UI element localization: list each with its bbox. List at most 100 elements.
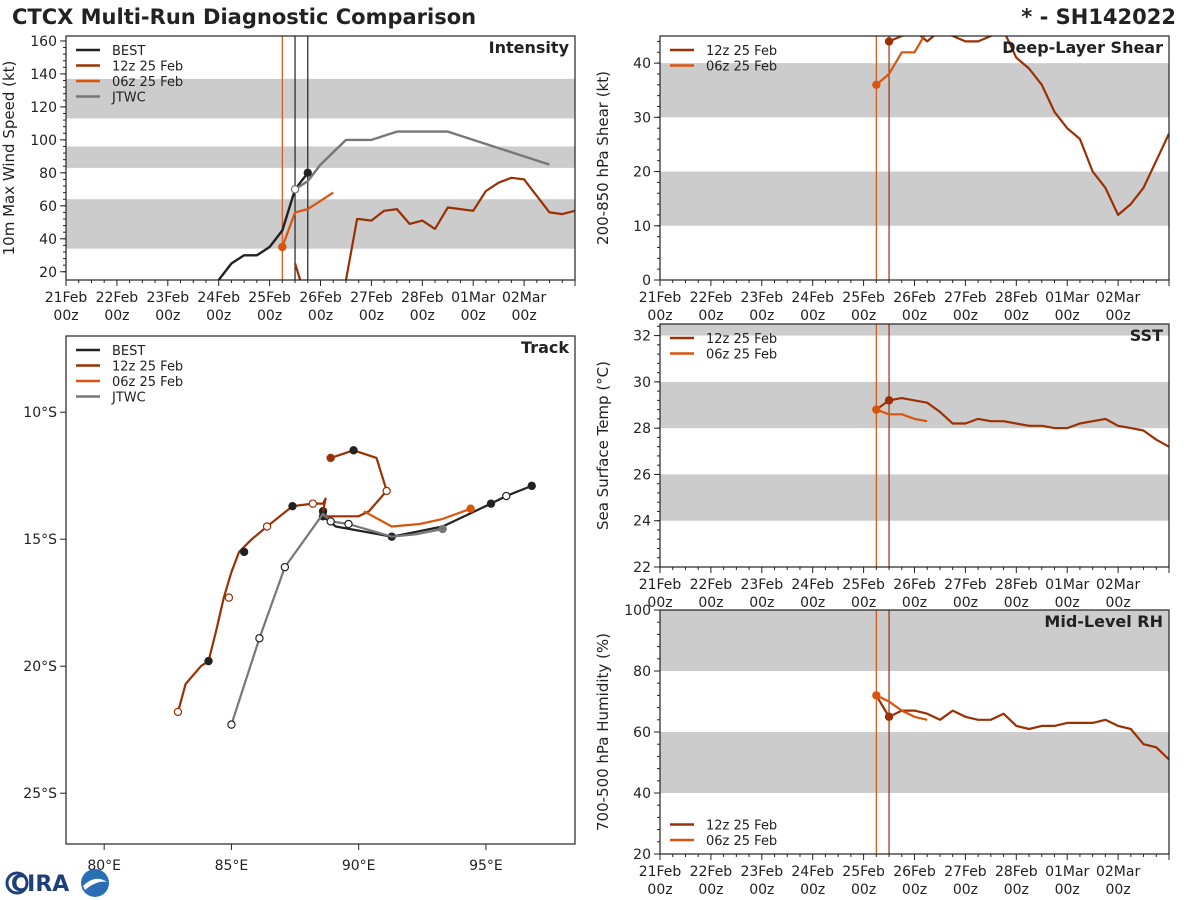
sst-x-tick-label: 00z: [647, 595, 672, 611]
sst-x-tick-label: 25Feb: [842, 577, 885, 593]
rh-x-tick-label: 28Feb: [995, 864, 1038, 880]
intensity-y-tick-label: 140: [30, 67, 57, 83]
rh-plot-area: [660, 610, 1169, 854]
shear-x-tick-label: 24Feb: [791, 290, 834, 306]
intensity-legend-label: JTWC: [111, 91, 146, 106]
sst-x-tick-label: 23Feb: [740, 577, 783, 593]
sst-x-tick-label: 26Feb: [893, 577, 936, 593]
cira-logo: CIRA: [5, 869, 109, 897]
shear-title: Deep-Layer Shear: [1002, 38, 1163, 57]
cira-logo-ring-icon: [5, 871, 29, 895]
intensity-x-tick-label: 00z: [104, 308, 129, 324]
rh-panel: 21Feb 00z 22Feb 00z 23Feb 00z 24Feb 00z 25Feb 00z…: [594, 603, 1170, 898]
intensity-x-tick-label: 24Feb: [197, 290, 240, 306]
shear-x-tick-label: 01Mar: [1045, 290, 1089, 306]
sst-legend-label: 12z 25 Feb: [706, 332, 777, 347]
intensity-x-tick-label: 25Feb: [248, 290, 291, 306]
track-point-marker: [280, 562, 290, 572]
track-point-marker: [255, 634, 264, 643]
rh-x-tick-label: 24Feb: [791, 864, 834, 880]
track-series-line: [230, 512, 443, 725]
shear-x-tick-label: 00z: [902, 308, 927, 324]
sst-x-tick-label: 00z: [749, 595, 774, 611]
track-legend-label: 06z 25 Feb: [112, 375, 183, 390]
shear-series-line: [875, 36, 926, 86]
shear-y-tick-label: 10: [633, 219, 651, 235]
rh-series-line: [875, 694, 928, 721]
sst-band: [660, 474, 1169, 521]
sst-band: [660, 324, 1169, 336]
intensity-x-tick-label: 00z: [410, 308, 435, 324]
track-point-marker: [438, 524, 447, 534]
track-panel: 80°E 85°E 90°E 95°E10°S15°S20°S25°STrackBES…: [23, 335, 576, 874]
intensity-x-tick-label: 26Feb: [299, 290, 342, 306]
intensity-y-tick-label: 60: [39, 199, 57, 215]
sst-y-axis-label: Sea Surface Temp (°C): [594, 361, 612, 530]
intensity-band: [66, 78, 575, 119]
sst-x-tick-label: 21Feb: [639, 577, 682, 593]
track-frame: [65, 335, 576, 845]
sst-x-tick-label: 00z: [1106, 595, 1131, 611]
sst-x-tick-label: 01Mar: [1045, 577, 1089, 593]
track-legend-label: JTWC: [111, 391, 146, 406]
sst-x-tick-label: 27Feb: [944, 577, 987, 593]
shear-x-tick-label: 00z: [800, 308, 825, 324]
intensity-x-tick-label: 00z: [155, 308, 180, 324]
shear-x-tick-label: 00z: [698, 308, 723, 324]
rh-x-tick-label: 00z: [800, 882, 825, 898]
rh-y-axis-label: 700-500 hPa Humidity (%): [594, 633, 612, 831]
intensity-series-line: [294, 130, 550, 191]
track-point-marker: [466, 504, 475, 513]
track-point-marker: [262, 522, 272, 531]
shear-legend-label: 06z 25 Feb: [706, 60, 777, 75]
shear-x-tick-label: 22Feb: [690, 290, 733, 306]
track-point-marker: [204, 656, 213, 666]
rh-x-tick-label: 00z: [902, 882, 927, 898]
shear-x-tick-label: 28Feb: [995, 290, 1038, 306]
sst-y-tick-label: 26: [633, 467, 651, 483]
shear-x-tick-label: 00z: [1055, 308, 1080, 324]
sst-x-tick-label: 00z: [698, 595, 723, 611]
shear-x-tick-label: 00z: [1106, 308, 1131, 324]
rh-x-tick-label: 00z: [1055, 882, 1080, 898]
sst-x-tick-label: 00z: [902, 595, 927, 611]
intensity-x-tick-label: 00z: [206, 308, 231, 324]
intensity-title: Intensity: [489, 38, 570, 57]
intensity-legend-label: BEST: [112, 44, 145, 59]
storm-id: * - SH142022: [1021, 5, 1176, 29]
cira-logo-swoosh-icon: [83, 878, 107, 890]
intensity-series-line: [281, 191, 334, 248]
shear-x-tick-label: 00z: [647, 308, 672, 324]
shear-point-marker: [872, 80, 881, 90]
shear-x-tick-label: 23Feb: [740, 290, 783, 306]
intensity-x-tick-label: 28Feb: [401, 290, 444, 306]
shear-y-tick-label: 40: [633, 56, 651, 72]
sst-band: [660, 381, 1169, 429]
intensity-y-tick-label: 160: [30, 34, 57, 50]
track-y-tick-label: 10°S: [23, 405, 57, 421]
intensity-point-marker: [303, 168, 312, 178]
intensity-x-tick-label: 00z: [359, 308, 384, 324]
sst-y-tick-label: 32: [633, 329, 651, 345]
sst-point-marker: [884, 396, 894, 405]
intensity-band: [66, 146, 575, 168]
track-legend-label: BEST: [112, 344, 145, 359]
track-point-marker: [308, 499, 318, 508]
rh-point-marker: [872, 691, 881, 700]
track-point-marker: [502, 491, 511, 501]
track-point-marker: [382, 486, 391, 496]
intensity-y-tick-label: 80: [39, 166, 57, 182]
shear-point-marker: [884, 37, 894, 46]
intensity-series-line: [294, 263, 302, 280]
sst-series-line: [875, 397, 1169, 448]
track-point-marker: [349, 446, 358, 455]
rh-legend-label: 12z 25 Feb: [706, 819, 777, 834]
rh-point-marker: [884, 712, 894, 721]
intensity-x-tick-label: 00z: [512, 308, 537, 324]
sst-x-tick-label: 00z: [1055, 595, 1080, 611]
intensity-x-tick-label: 00z: [257, 308, 282, 324]
shear-x-tick-label: 21Feb: [639, 290, 682, 306]
rh-band: [660, 732, 1169, 793]
track-point-marker: [344, 519, 353, 529]
track-series-line: [363, 507, 472, 528]
